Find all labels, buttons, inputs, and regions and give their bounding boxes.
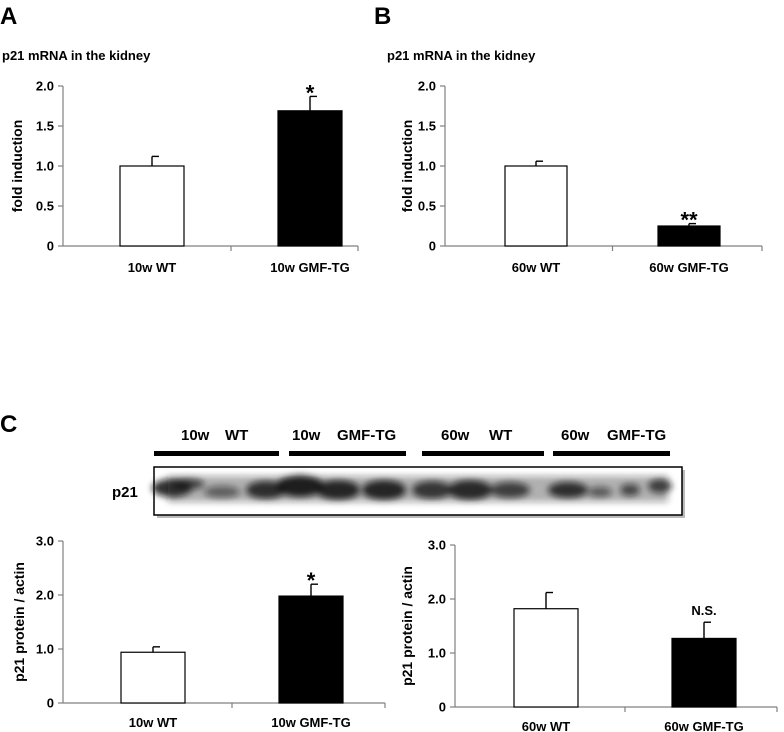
- blot-group-bar: [553, 451, 670, 456]
- bar: [119, 165, 185, 247]
- bar: [278, 595, 344, 704]
- blot-group-age-label: 10w: [292, 427, 321, 444]
- significance-label: N.S.: [691, 603, 716, 618]
- blot-group-bar: [154, 451, 279, 456]
- blot-group-bar: [422, 451, 544, 456]
- y-tick-label: 1.5: [418, 119, 436, 134]
- blot-group-age-label: 10w: [181, 427, 210, 444]
- y-axis-label: p21 protein / actin: [399, 566, 415, 686]
- blot-group-genotype-label: GMF-TG: [337, 427, 396, 444]
- y-tick-label: 1.0: [418, 159, 436, 174]
- panel-letter-a: A: [0, 3, 17, 30]
- bar: [671, 637, 737, 708]
- chart-c-right: 0 1.0 2.0 3.0 p21 protein / actin 60w WT N.S. 6…: [399, 538, 778, 732]
- panel-letter-c: C: [0, 411, 17, 438]
- x-category-label: 10w WT: [129, 715, 177, 730]
- y-axis-label: fold induction: [399, 120, 415, 213]
- significance-label: *: [307, 568, 316, 593]
- y-tick-label: 1.5: [36, 119, 54, 134]
- blot-background-smear: [168, 476, 668, 502]
- blot-bands: [152, 475, 672, 502]
- blot-group-age-label: 60w: [561, 427, 590, 444]
- blot-group-genotype-label: GMF-TG: [607, 427, 666, 444]
- y-tick-label: 1.0: [36, 642, 54, 657]
- bar: [513, 608, 579, 708]
- western-blot: p21 10w WT 10w GMF-TG 60w WT 60w GMF-TG: [112, 427, 685, 518]
- bar: [504, 165, 568, 247]
- blot-band-smear: [152, 475, 672, 502]
- y-tick-label: 0: [47, 239, 54, 254]
- significance-label: *: [306, 80, 315, 105]
- y-tick-label: 0.5: [36, 199, 54, 214]
- x-category-label: 10w GMF-TG: [270, 260, 349, 275]
- y-tick-label: 3.0: [36, 534, 54, 549]
- y-axis-label: fold induction: [9, 120, 25, 213]
- blot-group-genotype-label: WT: [225, 427, 248, 444]
- chart-b-title: p21 mRNA in the kidney: [387, 48, 536, 63]
- bar: [657, 225, 721, 247]
- blot-group-bar: [289, 451, 406, 456]
- y-tick-label: 1.0: [428, 646, 446, 661]
- blot-group-age-label: 60w: [441, 427, 470, 444]
- y-tick-label: 0.5: [418, 199, 436, 214]
- x-category-label: 60w WT: [522, 719, 570, 732]
- significance-label: **: [680, 208, 698, 233]
- x-category-label: 60w GMF-TG: [664, 719, 743, 732]
- y-tick-label: 3.0: [428, 538, 446, 553]
- y-tick-label: 2.0: [36, 79, 54, 94]
- y-tick-label: 2.0: [428, 592, 446, 607]
- y-axis-label: p21 protein / actin: [11, 562, 27, 682]
- x-category-label: 60w WT: [512, 260, 560, 275]
- chart-a: 0 0.5 1.0 1.5 2.0 fold induction 10w WT * 10w GM…: [9, 79, 359, 275]
- bar: [277, 110, 343, 247]
- x-category-label: 10w GMF-TG: [271, 715, 350, 730]
- y-tick-label: 2.0: [418, 79, 436, 94]
- x-category-label: 10w WT: [128, 260, 176, 275]
- y-tick-label: 0: [47, 696, 54, 711]
- chart-a-title: p21 mRNA in the kidney: [2, 48, 151, 63]
- y-tick-label: 0: [429, 239, 436, 254]
- y-tick-label: 2.0: [36, 588, 54, 603]
- y-tick-label: 1.0: [36, 159, 54, 174]
- bar: [120, 651, 186, 704]
- y-tick-label: 0: [439, 700, 446, 715]
- x-category-label: 60w GMF-TG: [649, 260, 728, 275]
- blot-lane-groups: 10w WT 10w GMF-TG 60w WT 60w GMF-TG: [154, 427, 670, 456]
- chart-b: 0 0.5 1.0 1.5 2.0 fold induction 60w WT ** 60w G…: [399, 79, 763, 275]
- blot-group-genotype-label: WT: [489, 427, 512, 444]
- chart-c-left: 0 1.0 2.0 3.0 p21 protein / actin 10w WT * 10w …: [11, 534, 386, 730]
- blot-row-label: p21: [112, 484, 138, 501]
- panel-letter-b: B: [374, 3, 391, 30]
